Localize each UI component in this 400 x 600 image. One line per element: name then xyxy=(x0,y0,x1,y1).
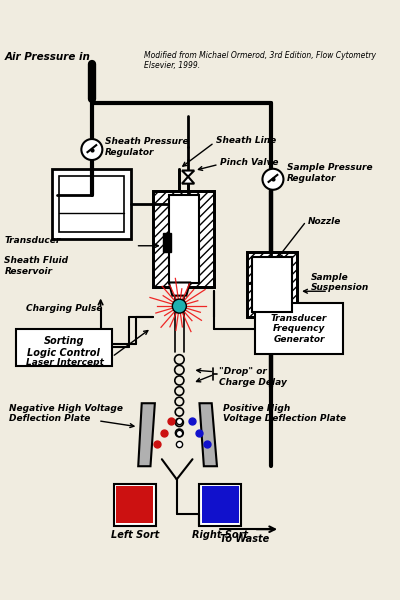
Text: Nozzle: Nozzle xyxy=(308,217,341,226)
Bar xyxy=(202,487,239,523)
Text: Sample Pressure
Regulator: Sample Pressure Regulator xyxy=(287,163,372,183)
Circle shape xyxy=(172,299,186,313)
Text: Pinch Valve: Pinch Valve xyxy=(220,158,279,167)
Circle shape xyxy=(81,139,102,160)
Bar xyxy=(252,257,292,312)
Bar xyxy=(116,487,153,523)
Bar xyxy=(247,252,298,317)
Circle shape xyxy=(262,169,284,190)
Polygon shape xyxy=(169,283,190,296)
Text: Sorting
Logic Control: Sorting Logic Control xyxy=(28,337,100,358)
Text: Transducer: Transducer xyxy=(4,236,61,245)
Bar xyxy=(16,329,112,365)
Text: Modified from Michael Ormerod, 3rd Edition, Flow Cytometry
Elsevier, 1999.: Modified from Michael Ormerod, 3rd Editi… xyxy=(144,50,376,70)
Text: Charging Pulse: Charging Pulse xyxy=(26,304,103,313)
Text: Sheath Pressure
Regulator: Sheath Pressure Regulator xyxy=(105,137,189,157)
Text: Negative High Voltage
Deflection Plate: Negative High Voltage Deflection Plate xyxy=(9,404,123,424)
Text: Laser Intercept: Laser Intercept xyxy=(26,358,104,367)
Text: Air Pressure in: Air Pressure in xyxy=(4,52,90,62)
Text: Sheath Fluid
Reservoir: Sheath Fluid Reservoir xyxy=(4,256,68,275)
Text: Left Sort: Left Sort xyxy=(111,530,159,540)
Polygon shape xyxy=(200,403,217,466)
Text: Sheath Line: Sheath Line xyxy=(216,136,276,145)
Text: Sample
Suspension: Sample Suspension xyxy=(310,273,369,292)
Bar xyxy=(60,176,124,232)
Bar xyxy=(247,252,298,317)
Bar xyxy=(163,233,172,252)
Bar xyxy=(153,191,214,287)
Polygon shape xyxy=(182,170,194,176)
Text: Transducer
Frequency
Generator: Transducer Frequency Generator xyxy=(271,314,327,344)
Bar xyxy=(256,304,343,354)
Text: To Waste: To Waste xyxy=(220,535,270,544)
Bar xyxy=(114,484,156,526)
Text: Positive High
Voltage Deflection Plate: Positive High Voltage Deflection Plate xyxy=(223,404,346,424)
Text: Right Sort: Right Sort xyxy=(192,530,248,540)
Polygon shape xyxy=(182,176,194,184)
Bar xyxy=(169,195,198,283)
Text: "Drop" or
Charge Delay: "Drop" or Charge Delay xyxy=(219,367,286,386)
Polygon shape xyxy=(138,403,155,466)
Bar xyxy=(153,191,214,287)
Bar xyxy=(200,484,242,526)
Bar xyxy=(52,169,131,239)
